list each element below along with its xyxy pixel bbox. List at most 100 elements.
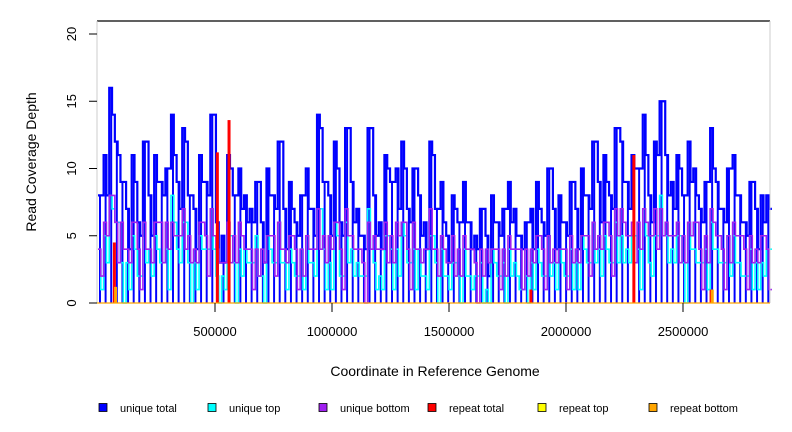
bar-mark (761, 195, 764, 303)
bar-mark (514, 208, 517, 303)
spike-mark (529, 289, 533, 303)
bar-mark (200, 155, 203, 303)
bar-mark (486, 235, 489, 303)
legend-swatch (537, 403, 547, 412)
bar-mark (497, 222, 500, 303)
x-tick-label: 2500000 (658, 324, 709, 339)
bar-mark (654, 141, 657, 303)
legend-swatch (98, 403, 108, 412)
bar-mark (671, 181, 674, 303)
bar-mark (166, 168, 169, 303)
spike-mark (632, 155, 636, 303)
bar-mark (699, 208, 702, 303)
bar-mark (694, 168, 697, 303)
legend-item: repeat top (537, 403, 609, 415)
bar-mark (716, 181, 719, 303)
legend-label: unique top (229, 403, 280, 415)
legend-label: repeat top (559, 403, 609, 415)
bar-mark (188, 195, 191, 303)
bar-mark (615, 128, 618, 303)
bar-mark (480, 208, 483, 303)
bar-mark (391, 181, 393, 303)
x-tick-label: 1000000 (307, 324, 358, 339)
bar-mark (351, 181, 354, 303)
bar-mark (683, 195, 686, 303)
spike-mark (710, 289, 714, 303)
series-unique-bottom (98, 194, 772, 304)
legend-swatch (648, 403, 658, 412)
bar-mark (413, 168, 416, 303)
legend-swatch (318, 403, 328, 412)
bar-mark (273, 195, 276, 303)
x-tick-label: 2000000 (541, 324, 592, 339)
bar-mark (177, 181, 180, 303)
legend-item: unique bottom (318, 403, 410, 415)
bar-mark (705, 181, 708, 303)
y-tick-label: 5 (64, 232, 79, 239)
legend-item: repeat bottom (648, 403, 738, 415)
bar-mark (396, 168, 399, 303)
bar-mark (183, 128, 186, 303)
legend-label: unique total (120, 403, 177, 415)
legend-swatch (427, 403, 437, 412)
y-tick-label: 20 (64, 27, 79, 41)
bar-mark (138, 222, 141, 303)
y-axis-label: Read Coverage Depth (23, 92, 39, 231)
x-tick-label: 1500000 (424, 324, 475, 339)
series-layer (98, 86, 772, 304)
bar-mark (464, 181, 467, 303)
bar-mark (660, 101, 663, 303)
bar-mark (475, 235, 478, 303)
bar-mark (155, 155, 158, 303)
bar-mark (435, 208, 438, 303)
bar-mark (744, 222, 747, 303)
y-axis: 0 5 10 15 20 (64, 27, 97, 307)
bar-mark (284, 208, 287, 303)
bar-mark (508, 181, 511, 303)
x-tick-label: 500000 (193, 324, 236, 339)
spike-mark (112, 242, 116, 303)
bar-mark (104, 155, 107, 303)
bar-mark (385, 155, 388, 303)
legend-item: repeat total (427, 403, 504, 415)
bar-mark (458, 222, 461, 303)
bar-mark (587, 195, 590, 303)
bar-mark (194, 208, 197, 303)
y-tick-label: 0 (64, 299, 79, 306)
bar-mark (312, 208, 315, 303)
bar-mark (576, 208, 579, 303)
legend-item: unique total (98, 403, 177, 415)
bar-mark (447, 235, 450, 303)
bar-mark (127, 208, 130, 303)
bar-mark (452, 195, 455, 303)
bar-mark (256, 181, 259, 303)
bar-mark (424, 222, 427, 303)
bar-mark (346, 128, 349, 303)
bar-mark (531, 208, 534, 303)
bar-mark (537, 181, 540, 303)
y-tick-label: 15 (64, 94, 79, 108)
bar-mark (722, 208, 725, 303)
bar-mark (172, 114, 174, 303)
bar-mark (621, 141, 624, 303)
bar-mark (598, 181, 601, 303)
bar-mark (666, 155, 669, 303)
bar-mark (357, 208, 360, 303)
bar-mark (750, 181, 753, 303)
bar-mark (739, 195, 742, 303)
bar-mark (132, 155, 135, 303)
legend-item: unique top (207, 403, 280, 415)
bar-mark (441, 181, 444, 303)
bar-mark (374, 195, 377, 303)
spike-mark (114, 286, 118, 303)
bar-mark (649, 195, 652, 303)
bar-mark (239, 168, 242, 303)
bar-mark (626, 181, 629, 303)
spike-mark (215, 152, 219, 303)
bar-mark (430, 141, 433, 303)
bar-mark (121, 181, 124, 303)
bar-mark (756, 208, 759, 303)
bar-mark (362, 235, 365, 303)
bar-mark (711, 128, 714, 303)
